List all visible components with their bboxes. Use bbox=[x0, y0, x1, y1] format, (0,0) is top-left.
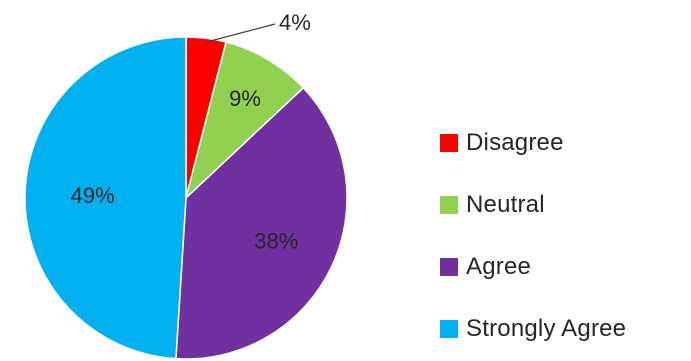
legend: Disagree Neutral Agree Strongly Agree bbox=[440, 112, 690, 360]
legend-swatch-agree bbox=[440, 258, 458, 276]
legend-swatch-neutral bbox=[440, 196, 458, 214]
data-label-neutral: 9% bbox=[229, 86, 261, 111]
legend-label-disagree: Disagree bbox=[466, 129, 564, 156]
pie-slice-neutral bbox=[184, 41, 305, 201]
pie-chart: 4% 9% 38% 49% bbox=[24, 10, 348, 360]
legend-label-strongly-agree: Strongly Agree bbox=[466, 315, 627, 342]
legend-item-strongly-agree: Strongly Agree bbox=[440, 298, 690, 360]
legend-swatch-strongly-agree bbox=[440, 320, 458, 338]
leader-line-disagree bbox=[205, 23, 276, 43]
legend-label-agree: Agree bbox=[466, 253, 532, 280]
legend-label-neutral: Neutral bbox=[466, 191, 545, 218]
data-label-disagree: 4% bbox=[279, 10, 311, 35]
pie-slice-agree bbox=[175, 86, 348, 360]
pie-slice-strongly-agree bbox=[24, 36, 187, 360]
legend-item-disagree: Disagree bbox=[440, 112, 690, 174]
legend-item-neutral: Neutral bbox=[440, 174, 690, 236]
legend-item-agree: Agree bbox=[440, 236, 690, 298]
legend-swatch-disagree bbox=[440, 134, 458, 152]
data-label-agree: 38% bbox=[254, 229, 298, 254]
data-label-strongly-agree: 49% bbox=[71, 183, 115, 208]
